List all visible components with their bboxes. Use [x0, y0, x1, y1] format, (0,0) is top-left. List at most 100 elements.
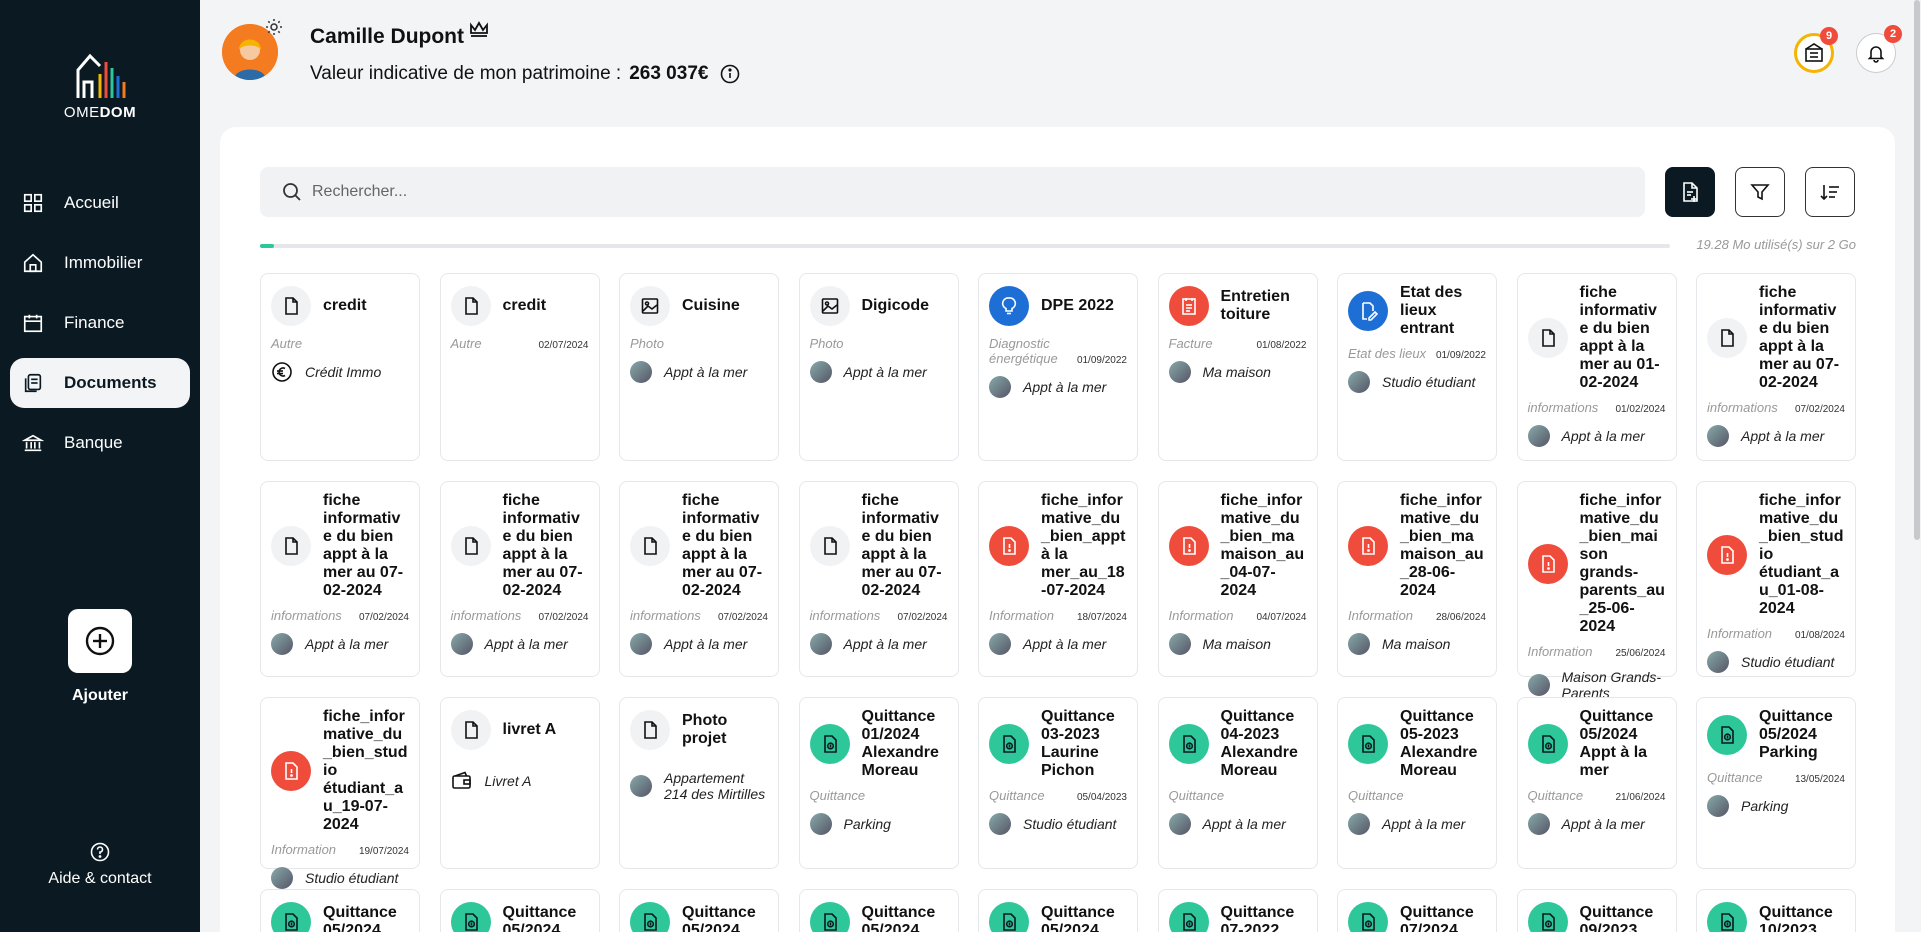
document-title: Quittance 07-2022	[1220, 904, 1295, 932]
sidebar-item-banque[interactable]: Banque	[10, 418, 190, 468]
document-card[interactable]: fiche informative du bien appt à la mer …	[260, 481, 420, 677]
document-card[interactable]: Photo projet Appartement 214 des Mirtille…	[619, 697, 779, 869]
document-type: Quittance	[1707, 770, 1763, 785]
document-title: livret A	[502, 721, 557, 738]
file-icon	[450, 286, 491, 326]
document-card[interactable]: fiche_informative_du_bien_studio étudian…	[1696, 481, 1856, 677]
wallet-icon	[451, 771, 471, 789]
card-header: Quittance 05/2024	[450, 900, 589, 932]
document-date: 01/08/2022	[1256, 340, 1307, 351]
document-card[interactable]: Quittance 01/2024 Alexandre Moreau Quitta…	[798, 697, 959, 869]
sort-button[interactable]	[1805, 167, 1855, 217]
document-card[interactable]: fiche_informative_du_bien_ma maison_au_0…	[1157, 481, 1318, 677]
sidebar-item-documents[interactable]: Documents	[10, 358, 190, 408]
document-card[interactable]: Quittance 05/2024 Parking Quittance 13/05/…	[1696, 697, 1856, 869]
document-card[interactable]: Quittance 05/2024	[439, 889, 600, 932]
app-logo[interactable]: OMEDOM	[0, 48, 200, 121]
document-card[interactable]: Quittance 05/2024 Appt à la mer Quittance…	[1516, 697, 1677, 869]
search-input[interactable]	[312, 183, 1512, 201]
document-card[interactable]: fiche informative du bien appt à la mer …	[1516, 273, 1677, 461]
association-label: Appt à la mer	[1202, 816, 1286, 832]
info-icon[interactable]	[720, 64, 740, 84]
logo-text: OMEDOM	[63, 104, 137, 121]
document-title: fiche_informative_du_bien_ma maison_au_0…	[1220, 492, 1305, 599]
document-card[interactable]: fiche_informative_du_bien_maison grands-…	[1516, 481, 1677, 701]
document-title: Quittance 05/2024 Appt à la mer	[1579, 708, 1654, 779]
card-header: fiche_informative_du_bien_ma maison_au_2…	[1348, 492, 1486, 600]
add-button[interactable]	[68, 609, 132, 673]
receipt-icon	[1168, 902, 1209, 932]
add-document-button[interactable]	[1665, 167, 1715, 217]
filter-button[interactable]	[1735, 167, 1785, 217]
grid-icon	[23, 193, 43, 213]
lightbulb-icon	[989, 286, 1029, 326]
card-header: fiche informative du bien appt à la mer …	[630, 492, 768, 600]
document-card[interactable]: fiche_informative_du_bien_studio étudian…	[260, 697, 420, 889]
scrollbar-thumb[interactable]	[1914, 0, 1920, 540]
card-header: fiche informative du bien appt à la mer …	[1707, 284, 1845, 392]
document-card[interactable]: Quittance 07/2024	[1337, 889, 1497, 932]
sort-icon	[1820, 185, 1839, 201]
document-association: Appt à la mer	[1707, 425, 1845, 447]
file-icon	[630, 710, 670, 750]
document-card[interactable]: Etat des lieux entrant Etat des lieux 01/0…	[1337, 273, 1497, 461]
document-card[interactable]: fiche informative du bien appt à la mer …	[439, 481, 600, 677]
help-icon	[90, 842, 110, 862]
search-bar[interactable]	[260, 167, 1645, 217]
document-card[interactable]: Entretien toiture Facture 01/08/2022 Ma mai…	[1157, 273, 1318, 461]
help-contact-link[interactable]: Aide & contact	[0, 842, 200, 888]
card-header: fiche informative du bien appt à la mer …	[1527, 284, 1666, 392]
card-meta: informations 07/02/2024	[1707, 400, 1845, 415]
page-scrollbar[interactable]	[1913, 0, 1921, 932]
document-association: Parking	[809, 813, 948, 835]
card-meta: informations 07/02/2024	[630, 608, 768, 623]
document-card[interactable]: Quittance 05-2023 Alexandre Moreau Quitta…	[1337, 697, 1497, 869]
document-association: Appt à la mer	[809, 633, 948, 655]
association-label: Ma maison	[1382, 636, 1451, 652]
document-card[interactable]: livret A Livret A	[439, 697, 600, 869]
receipt-icon	[1348, 902, 1388, 932]
document-card[interactable]: Quittance 05/2024	[260, 889, 420, 932]
storage-progress-fill	[260, 244, 274, 248]
card-meta: Autre 02/07/2024	[451, 336, 589, 351]
document-card[interactable]: Quittance 10/2023	[1696, 889, 1856, 932]
document-card[interactable]: Quittance 04-2023 Alexandre Moreau Quitta…	[1157, 697, 1318, 869]
document-card[interactable]: DPE 2022 Diagnostic énergétique 01/09/2022…	[978, 273, 1138, 461]
document-card[interactable]: fiche informative du bien appt à la mer …	[619, 481, 779, 677]
card-header: fiche informative du bien appt à la mer …	[809, 492, 948, 600]
document-association: Appt à la mer	[1168, 813, 1307, 835]
sidebar-item-accueil[interactable]: Accueil	[10, 178, 190, 228]
sidebar-item-immobilier[interactable]: Immobilier	[10, 238, 190, 288]
notifications-badge: 2	[1884, 25, 1902, 43]
document-card[interactable]: Quittance 07-2022	[1157, 889, 1318, 932]
document-card[interactable]: Cuisine Photo Appt à la mer	[619, 273, 779, 461]
document-title: fiche_informative_du_bien_appt à la mer_…	[1041, 492, 1126, 599]
storage-progress	[260, 244, 1670, 248]
association-label: Parking	[1741, 798, 1789, 814]
document-card[interactable]: Quittance 09/2023	[1516, 889, 1677, 932]
document-type: informations	[1527, 400, 1599, 415]
document-card[interactable]: fiche informative du bien appt à la mer …	[1696, 273, 1856, 461]
mailbox-button[interactable]: 9	[1794, 27, 1838, 73]
document-card[interactable]: Quittance 03-2023 Laurine Pichon Quittanc…	[978, 697, 1138, 869]
property-thumbnail	[1348, 371, 1370, 393]
association-label: Appt à la mer	[1382, 816, 1466, 832]
association-label: Appt à la mer	[1023, 379, 1107, 395]
document-card[interactable]: Digicode Photo Appt à la mer	[798, 273, 959, 461]
card-meta: Quittance 13/05/2024	[1707, 770, 1845, 785]
document-card[interactable]: Quittance 05/2024	[978, 889, 1138, 932]
document-card[interactable]: fiche informative du bien appt à la mer …	[798, 481, 959, 677]
sidebar-item-finance[interactable]: Finance	[10, 298, 190, 348]
document-card[interactable]: fiche_informative_du_bien_ma maison_au_2…	[1337, 481, 1497, 677]
file-add-icon	[1683, 182, 1698, 202]
document-title: credit	[502, 297, 547, 314]
card-header: Etat des lieux entrant	[1348, 284, 1486, 338]
notifications-button[interactable]: 2	[1856, 25, 1902, 73]
document-card[interactable]: fiche_informative_du_bien_appt à la mer_…	[978, 481, 1138, 677]
document-card[interactable]: credit Autre Crédit Immo	[260, 273, 420, 461]
avatar[interactable]	[222, 24, 278, 80]
document-card[interactable]: Quittance 05/2024	[619, 889, 779, 932]
profile-settings-button[interactable]	[264, 17, 284, 37]
document-card[interactable]: credit Autre 02/07/2024	[439, 273, 600, 461]
document-card[interactable]: Quittance 05/2024	[798, 889, 959, 932]
